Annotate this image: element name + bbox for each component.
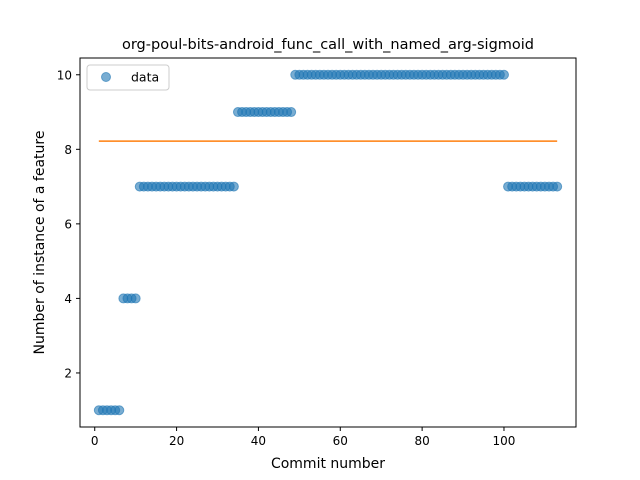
data-point bbox=[114, 405, 125, 416]
legend-box bbox=[86, 64, 170, 91]
x-tick-label: 100 bbox=[493, 434, 516, 448]
legend: data bbox=[86, 64, 170, 91]
data-point bbox=[498, 69, 509, 80]
y-tick-label: 10 bbox=[57, 68, 72, 82]
y-tick-label: 4 bbox=[64, 292, 72, 306]
plot-frame bbox=[79, 57, 577, 428]
x-tick-label: 0 bbox=[91, 434, 99, 448]
y-tick-label: 8 bbox=[64, 143, 72, 157]
y-axis-label: Number of instance of a feature bbox=[32, 131, 48, 355]
chart-title: org-poul-bits-android_func_call_with_nam… bbox=[122, 37, 534, 53]
x-tick-label: 80 bbox=[414, 434, 429, 448]
legend-entry-data: data bbox=[131, 70, 159, 85]
x-tick-label: 20 bbox=[169, 434, 184, 448]
data-point bbox=[552, 181, 563, 192]
legend-marker bbox=[101, 72, 111, 82]
x-axis-label: Commit number bbox=[271, 456, 385, 472]
x-tick-label: 40 bbox=[251, 434, 266, 448]
data-point bbox=[286, 107, 297, 118]
y-tick-label: 6 bbox=[64, 217, 72, 231]
data-point bbox=[130, 293, 141, 304]
y-axis: 2 4 6 8 10 bbox=[57, 68, 80, 380]
x-tick-label: 60 bbox=[333, 434, 348, 448]
y-tick-label: 2 bbox=[64, 366, 72, 380]
plot-area bbox=[93, 69, 563, 416]
data-point bbox=[228, 181, 239, 192]
x-axis: 0 20 40 60 80 100 bbox=[91, 427, 516, 448]
